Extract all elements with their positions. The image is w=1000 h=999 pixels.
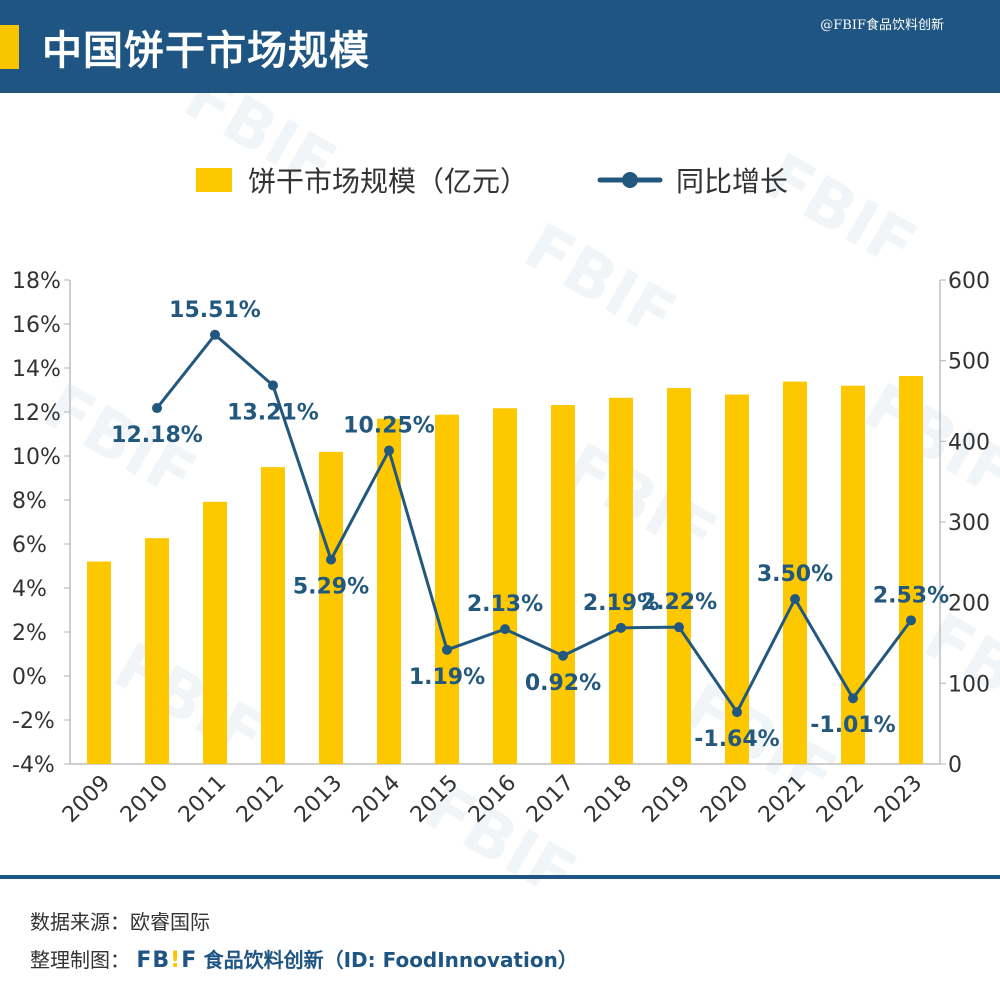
x-tick-label: 2020 [696, 771, 753, 828]
bar-2017 [551, 405, 575, 764]
right-tick-label: 600 [948, 269, 990, 294]
growth-point-2023 [906, 615, 916, 626]
left-tick-label: -4% [12, 753, 55, 778]
watermark-text: FBIF [752, 140, 928, 284]
growth-label-2013: 5.29% [293, 575, 369, 600]
bar-2022 [841, 385, 865, 764]
x-tick-label: 2018 [580, 771, 637, 828]
right-tick-label: 100 [948, 672, 990, 697]
x-tick-label: 2009 [58, 771, 115, 828]
growth-point-2021 [790, 594, 800, 604]
footer-divider [0, 875, 1000, 879]
left-tick-label: 2% [12, 621, 47, 646]
header-accent-block [0, 25, 19, 69]
fbif-logo: FB!F [136, 948, 198, 973]
right-tick-label: 300 [948, 511, 990, 536]
growth-label-2011: 15.51% [169, 298, 261, 323]
x-tick-label: 2014 [348, 771, 405, 828]
legend-bar-swatch [196, 168, 232, 192]
right-tick-label: 0 [948, 753, 962, 778]
x-tick-label: 2010 [116, 771, 173, 828]
left-tick-label: 18% [12, 269, 61, 294]
credit-prefix: 整理制图： [30, 948, 130, 972]
growth-label-2019: 2.22% [641, 590, 717, 615]
bar-2011 [203, 501, 227, 764]
growth-label-2010: 12.18% [111, 423, 203, 448]
bar-2023 [899, 375, 923, 764]
legend-bar-label: 饼干市场规模（亿元） [248, 165, 528, 198]
bar-2019 [667, 388, 691, 764]
header-credit: @FBIF食品饮料创新 [820, 18, 944, 33]
left-tick-label: 0% [12, 665, 47, 690]
credit-line: 整理制图： FB!F 食品饮料创新（ID: FoodInnovation） [30, 944, 578, 973]
data-source: 数据来源：欧睿国际 [30, 910, 210, 934]
bar-2018 [609, 397, 633, 764]
x-tick-label: 2023 [870, 771, 927, 828]
right-tick-label: 400 [948, 430, 990, 455]
left-tick-label: 10% [12, 445, 61, 470]
chart-legend: 饼干市场规模（亿元） 同比增长 [196, 165, 788, 198]
growth-point-2010 [152, 403, 162, 414]
growth-label-2012: 13.21% [227, 400, 319, 425]
bar-2012 [261, 467, 285, 764]
growth-point-2022 [848, 693, 858, 704]
growth-point-2014 [384, 445, 394, 456]
bar-2013 [319, 451, 343, 764]
bar-2009 [87, 561, 111, 764]
growth-label-2016: 2.13% [467, 592, 543, 617]
x-tick-label: 2013 [290, 771, 347, 828]
bar-2021 [783, 381, 807, 764]
page-title: 中国饼干市场规模 [42, 28, 370, 74]
bar-2015 [435, 414, 459, 764]
watermark-text: FBIF [512, 210, 688, 354]
legend-line-marker [622, 172, 638, 188]
data-labels: 12.18% 15.51% 13.21% 5.29% 10.25% 1.19% 2.13% 0… [111, 298, 949, 752]
growth-point-2012 [268, 380, 278, 391]
growth-label-2022: -1.01% [810, 713, 895, 738]
right-tick-label: 200 [948, 592, 990, 617]
watermark-text: FBIF [102, 630, 278, 774]
growth-point-2016 [500, 624, 510, 635]
header-bar: 中国饼干市场规模 @FBIF食品饮料创新 [0, 0, 1000, 93]
legend-line-label: 同比增长 [676, 165, 788, 198]
bar-series [87, 375, 923, 764]
watermark-text: FBIF [552, 430, 728, 574]
x-tick-label: 2019 [638, 771, 695, 828]
left-tick-label: 14% [12, 357, 61, 382]
growth-label-2018: 2.19% [583, 591, 659, 616]
x-tick-label: 2012 [232, 771, 289, 828]
x-tick-label: 2017 [522, 771, 579, 828]
x-tick-label: 2011 [174, 771, 231, 828]
left-tick-label: 8% [12, 489, 47, 514]
growth-line [155, 333, 913, 714]
bar-2014 [377, 418, 401, 764]
left-tick-label: 4% [12, 577, 47, 602]
growth-point-2017 [558, 650, 568, 661]
growth-point-2019 [674, 622, 684, 633]
growth-label-2020: -1.64% [694, 727, 779, 752]
left-tick-label: -2% [12, 709, 55, 734]
growth-label-2017: 0.92% [525, 671, 601, 696]
bar-2016 [493, 408, 517, 764]
credit-brand: 食品饮料创新（ID: FoodInnovation） [203, 948, 578, 972]
left-tick-label: 16% [12, 313, 61, 338]
growth-point-2011 [210, 329, 220, 340]
bar-2010 [145, 538, 169, 764]
growth-label-2023: 2.53% [873, 583, 949, 608]
right-tick-label: 500 [948, 350, 990, 375]
growth-label-2014: 10.25% [343, 414, 435, 439]
left-tick-label: 12% [12, 401, 61, 426]
growth-point-2013 [326, 554, 336, 565]
left-tick-label: 6% [12, 533, 47, 558]
line-series [152, 329, 916, 718]
growth-point-2015 [442, 644, 452, 655]
growth-label-2021: 3.50% [757, 562, 833, 587]
growth-point-2020 [732, 707, 742, 718]
growth-label-2015: 1.19% [409, 665, 485, 690]
growth-point-2018 [616, 622, 626, 633]
